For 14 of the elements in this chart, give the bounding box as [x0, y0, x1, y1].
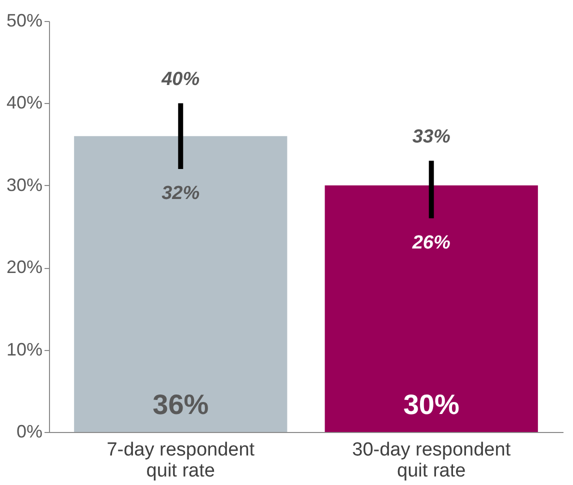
y-tick-label: 50% [6, 10, 42, 30]
annotation: 32% [162, 182, 200, 204]
data-label: 36% [152, 389, 209, 420]
x-tick-label: 7-day respondent quit rate [106, 440, 256, 482]
annotation: 33% [412, 126, 450, 148]
y-tick-label: 10% [6, 339, 42, 360]
data-label: 30% [403, 389, 460, 420]
x-tick-label: 30-day respondent quit rate [352, 440, 512, 482]
annotation: 40% [160, 69, 200, 90]
y-tick-label: 40% [6, 92, 42, 113]
y-tick-label: 30% [6, 174, 42, 195]
y-tick-label: 20% [6, 257, 42, 278]
annotation: 26% [411, 232, 450, 254]
y-tick-label: 0% [16, 422, 42, 442]
